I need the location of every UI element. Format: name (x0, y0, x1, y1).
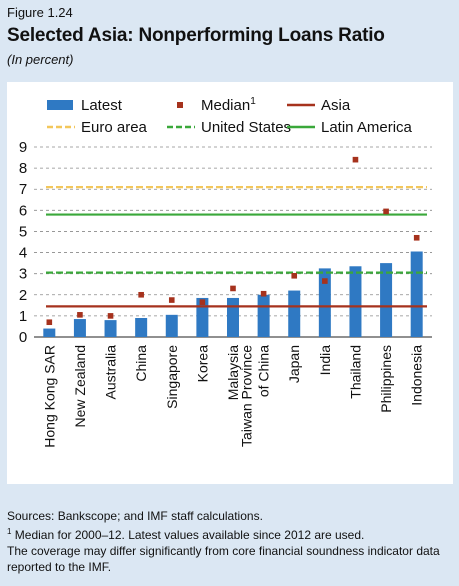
bar-2 (104, 320, 117, 337)
footnote-mark: 1 (7, 527, 12, 536)
x-tick-label-10: Thailand (347, 345, 363, 399)
legend-euro-area-label: Euro area (81, 119, 148, 136)
x-tick-label-7-line-1: of China (256, 345, 272, 397)
chart-panel: 0 1 2 3 4 5 6 7 8 9 Hong Kong SAR New Zealand Austra… (7, 82, 453, 484)
x-tick-label-1: New Zealand (72, 345, 88, 428)
x-tick-label-4: Singapore (164, 345, 180, 409)
y-tick-label-4: 4 (19, 245, 27, 262)
y-tick-label-5: 5 (19, 223, 27, 240)
bar-4 (165, 314, 178, 337)
x-tick-label-0: Hong Kong SAR (41, 345, 57, 448)
bar-8 (288, 290, 301, 337)
legend-median-swatch (177, 102, 183, 108)
nonperforming-loans-chart: 0 1 2 3 4 5 6 7 8 9 Hong Kong SAR New Zealand Austra… (19, 96, 432, 448)
x-tick-label-7-line-0: Taiwan Province (239, 345, 255, 447)
figure-label: Figure 1.24 (7, 5, 73, 20)
bar-11 (380, 263, 393, 337)
y-tick-label-2: 2 (19, 287, 27, 304)
footnote: 1 Median for 2000–12. Latest values avai… (7, 524, 453, 543)
y-tick-label-8: 8 (19, 160, 27, 177)
x-tick-label-6: Malaysia (225, 345, 241, 400)
legend-median-sup: 1 (250, 96, 256, 107)
median-marker-0 (46, 319, 53, 326)
median-marker-1 (77, 312, 83, 318)
coverage-note: The coverage may differ significantly fr… (7, 544, 440, 574)
chart-notes: Sources: Bankscope; and IMF staff calcul… (7, 508, 453, 575)
median-marker-4 (168, 297, 175, 303)
x-tick-label-11: Philippines (378, 345, 394, 413)
bar-0 (43, 328, 56, 337)
chart-title: Selected Asia: Nonperforming Loans Ratio (7, 25, 385, 46)
bar-7 (257, 294, 270, 337)
x-tick-label-3: China (133, 345, 149, 382)
x-tick-label-9: India (317, 345, 333, 376)
median-marker-8 (291, 272, 298, 279)
y-tick-label-6: 6 (19, 202, 27, 219)
x-tick-label-5: Korea (194, 345, 210, 383)
bar-6 (227, 297, 239, 337)
median-marker-7 (260, 290, 267, 297)
bar-10 (349, 266, 362, 337)
sources-note: Sources: Bankscope; and IMF staff calcul… (7, 509, 263, 523)
bar-12 (410, 251, 423, 337)
bar-1 (73, 319, 86, 337)
chart-subtitle: (In percent) (7, 52, 74, 67)
legend-latest-label: Latest (81, 97, 123, 114)
bar-5 (196, 297, 209, 337)
y-tick-label-1: 1 (19, 308, 27, 325)
bar-3 (135, 318, 148, 337)
median-marker-12 (413, 234, 420, 241)
median-marker-2 (107, 313, 114, 319)
y-tick-label-7: 7 (19, 181, 27, 198)
legend-latin-america-label: Latin America (321, 119, 413, 136)
median-marker-5 (199, 299, 206, 305)
median-marker-9 (322, 278, 328, 284)
legend-latest-swatch (47, 100, 73, 110)
y-tick-label-9: 9 (19, 139, 27, 156)
legend-united-states-label: United States (201, 119, 291, 136)
median-marker-3 (138, 291, 144, 298)
median-marker-6 (230, 285, 236, 292)
legend-asia-label: Asia (321, 97, 351, 114)
median-marker-11 (383, 208, 389, 215)
x-tick-label-2: Australia (103, 345, 119, 400)
x-tick-label-8: Japan (286, 345, 302, 383)
bar-9 (318, 268, 331, 337)
x-tick-label-12: Indonesia (409, 345, 425, 406)
y-tick-label-0: 0 (19, 329, 27, 346)
median-marker-10 (352, 156, 359, 163)
footnote-text: Median for 2000–12. Latest values availa… (11, 528, 365, 542)
y-tick-label-3: 3 (19, 266, 27, 283)
legend-median-label: Median1 (201, 96, 256, 114)
